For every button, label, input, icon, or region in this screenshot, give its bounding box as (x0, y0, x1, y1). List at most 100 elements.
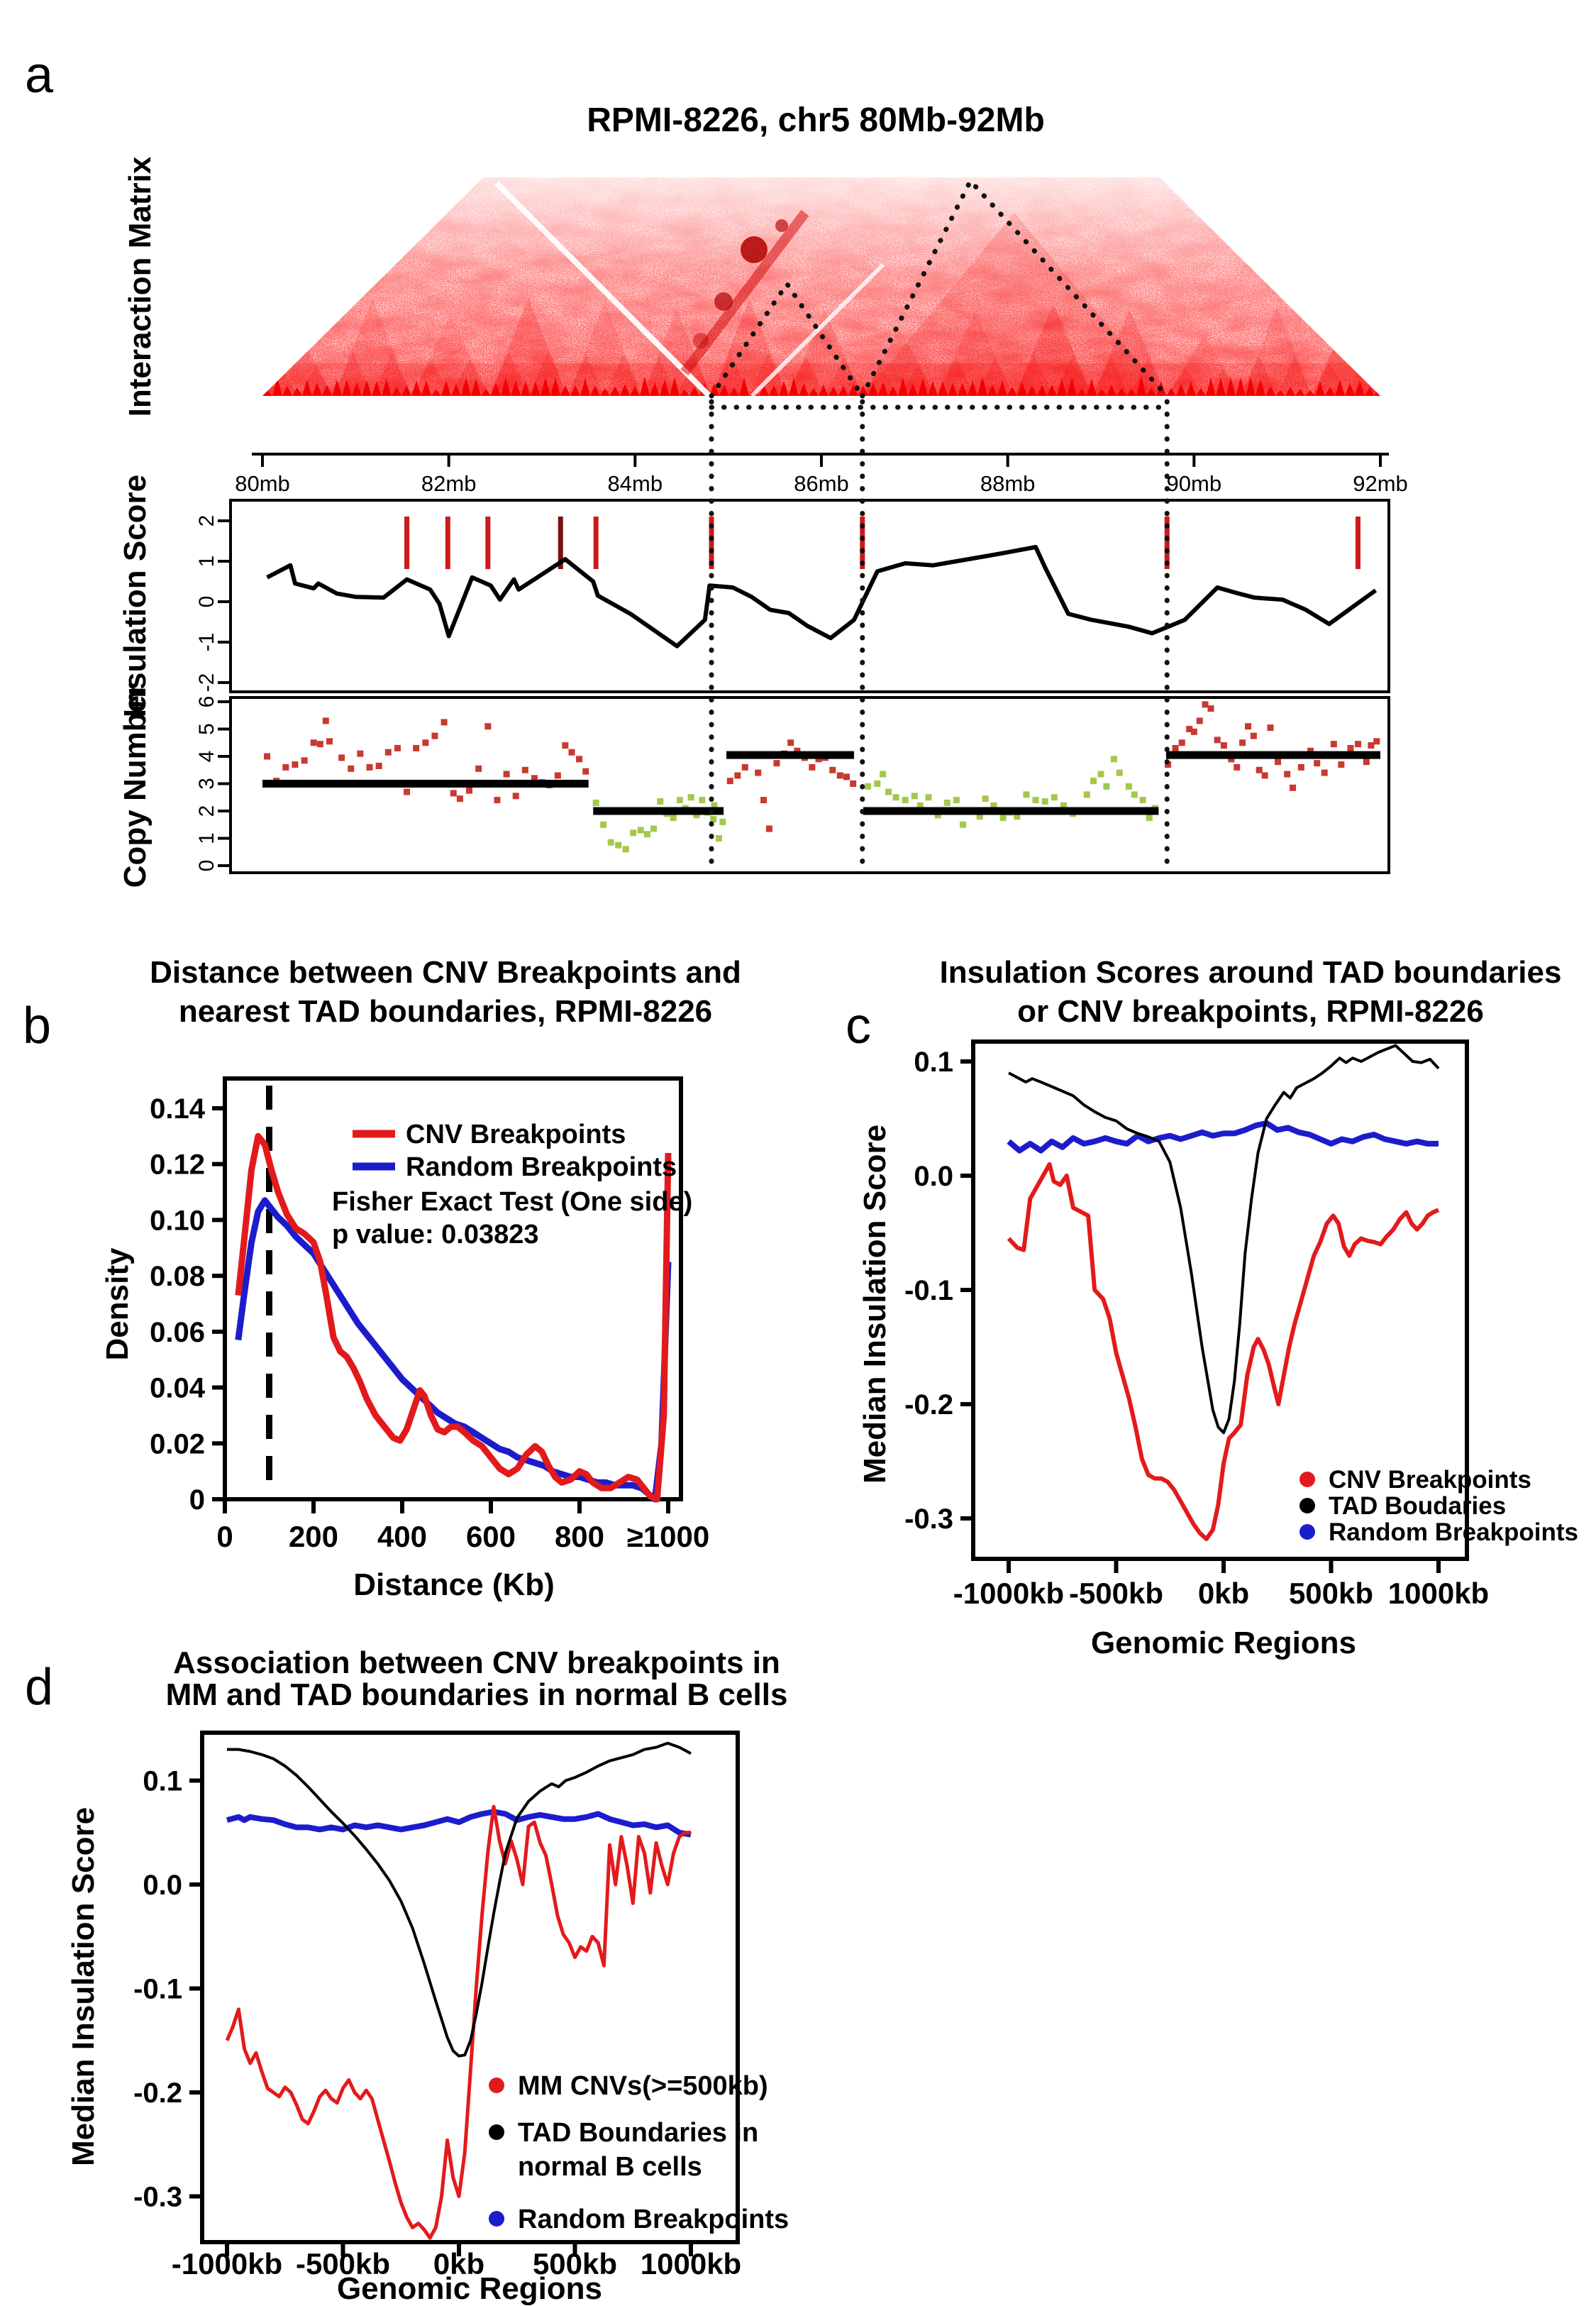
copy-number-point-loss (885, 788, 892, 795)
copy-number-point-loss (600, 821, 607, 828)
copy-number-point-loss (1032, 797, 1039, 804)
hic-hotspot (714, 292, 733, 311)
panel-d-ylabel: Median Insulation Score (66, 1807, 101, 2166)
matrix-tad-subtriangle (1129, 357, 1167, 396)
series-line-mm-cnvs-500kb- (225, 1804, 691, 2240)
copy-number-point-gain (1178, 739, 1185, 746)
panel-a-letter: a (25, 47, 54, 104)
x-tick-label: -500kb (1069, 1577, 1163, 1610)
copy-number-point-gain (348, 765, 355, 772)
hic-hotspot (775, 219, 788, 232)
legend-dot-mm-cnvs (489, 2078, 504, 2093)
copy-number-point-gain (1363, 758, 1370, 766)
copy-number-point-loss (880, 771, 887, 778)
copy-number-point-loss (1110, 756, 1117, 763)
legend-label-cnv-breakpoints: CNV Breakpoints (406, 1120, 626, 1149)
y-tick-label: -0.3 (904, 1504, 953, 1535)
matrix-tad-subtriangle (411, 359, 450, 396)
copy-number-point-gain (1207, 705, 1214, 712)
copy-number-point-loss (953, 797, 960, 804)
copy-number-point-loss (1103, 783, 1110, 790)
copy-number-point-gain (755, 769, 762, 776)
matrix-tad-subtriangle (298, 366, 333, 396)
panel-b-letter: b (23, 998, 51, 1054)
copy-number-point-gain (1290, 784, 1297, 791)
copy-number-point-gain (503, 771, 510, 778)
copy-number-point-loss (643, 831, 650, 838)
y-tick-label: 0.10 (150, 1205, 205, 1236)
matrix-tad-subtriangle (1092, 357, 1130, 396)
x-tick-label: 0kb (1198, 1577, 1249, 1610)
copy-number-point-gain (1347, 744, 1354, 751)
matrix-tad-subtriangle (642, 356, 677, 396)
copy-number-point-gain (413, 744, 420, 751)
series-line-cnv-breakpoints (235, 1132, 672, 1503)
y-tick-label: 0.1 (914, 1047, 953, 1078)
copy-number-point-loss (960, 821, 967, 828)
translocation-red-streak (680, 209, 809, 376)
copy-number-point-gain (726, 778, 733, 785)
copy-number-point-loss (592, 799, 599, 806)
copy-number-point-gain (1239, 739, 1246, 746)
copy-number-point-gain (765, 825, 772, 832)
matrix-tad-subtriangle (262, 366, 298, 396)
matrix-top-fade (262, 177, 1380, 396)
matrix-tad-subtriangle (863, 365, 899, 396)
copy-number-point-loss (865, 783, 872, 790)
copy-number-point-loss (1146, 815, 1153, 822)
copy-ytick-label: 0 (195, 860, 218, 872)
ruler-tick-label: 80mb (235, 471, 290, 496)
interaction-matrix-ylabel: Interaction Matrix (123, 156, 157, 416)
copy-number-point-gain (394, 744, 401, 751)
copy-number-point-loss (716, 835, 723, 842)
copy-number-point-gain (375, 762, 382, 769)
panel-d-xlabel: Genomic Regions (337, 2271, 602, 2306)
ruler-tick-label: 88mb (980, 471, 1036, 496)
panel-a-axes-and-tracks: 80mb 82mb 84mb 86mb 88mb 90mb 92mb 2 1 0 -1 -2 0 1 2 3 4… (195, 176, 1408, 876)
copy-number-point-loss (1083, 791, 1090, 798)
copy-number-point-gain (521, 766, 528, 773)
series-line-random-breakpoints (1007, 1120, 1439, 1154)
matrix-diagonal-sawtooth (262, 376, 1380, 396)
copy-number-point-gain (456, 795, 463, 802)
panel-b: b Distance between CNV Breakpoints and n… (23, 955, 741, 1602)
matrix-tad-subtriangle (899, 365, 936, 396)
matrix-tad-triangle (411, 314, 489, 396)
copy-number-point-gain (431, 732, 438, 739)
copy-number-point-gain (1234, 763, 1241, 771)
copy-ytick-label: 4 (195, 751, 218, 763)
copy-number-point-loss (650, 825, 658, 832)
copy-number-point-gain (1338, 761, 1345, 768)
x-tick-label: 0kb (433, 2247, 484, 2280)
panel-b-ylabel: Density (100, 1247, 135, 1360)
panel-b-plot: 0.14 0.12 0.10 0.08 0.06 0.04 0.02 00 200 400 600 8… (150, 1076, 709, 1553)
matrix-tad-subtriangle (567, 353, 605, 396)
highlight-triangle-small (709, 279, 865, 399)
matrix-tad-triangle (1167, 335, 1241, 396)
panel-a-title: RPMI-8226, chr5 80Mb-92Mb (587, 101, 1045, 139)
legend-dot-cnv-breakpoints (1299, 1472, 1315, 1487)
hic-hotspot (693, 333, 709, 348)
copy-number-point-loss (607, 839, 614, 846)
legend-dot-random-breakpoints (489, 2211, 504, 2227)
panel-c-title-line2: or CNV breakpoints, RPMI-8226 (1017, 994, 1484, 1029)
y-tick-label: -0.1 (133, 1974, 182, 2005)
insulation-ytick-label: -2 (195, 673, 218, 693)
series-line-tad-boudaries (1008, 1044, 1440, 1435)
copy-number-point-gain (366, 763, 373, 771)
panel-b-xlabel: Distance (Kb) (353, 1567, 555, 1602)
copy-number-point-gain (1220, 742, 1227, 749)
copy-number-ylabel: Copy Number (118, 683, 153, 888)
panel-b-title-line1: Distance between CNV Breakpoints and (150, 955, 741, 990)
copy-number-point-gain (1297, 763, 1304, 771)
copy-number-point-gain (326, 738, 333, 745)
copy-number-point-gain (843, 773, 850, 780)
copy-number-point-gain (484, 723, 492, 730)
copy-number-point-loss (630, 829, 637, 837)
copy-number-point-loss (693, 812, 700, 819)
copy-number-point-loss (1097, 771, 1104, 778)
copy-number-point-gain (1330, 741, 1337, 748)
matrix-tad-subtriangle (1312, 360, 1346, 396)
matrix-tad-subtriangle (1204, 368, 1241, 396)
panel-d-title-line2: MM and TAD boundaries in normal B cells (166, 1677, 788, 1712)
